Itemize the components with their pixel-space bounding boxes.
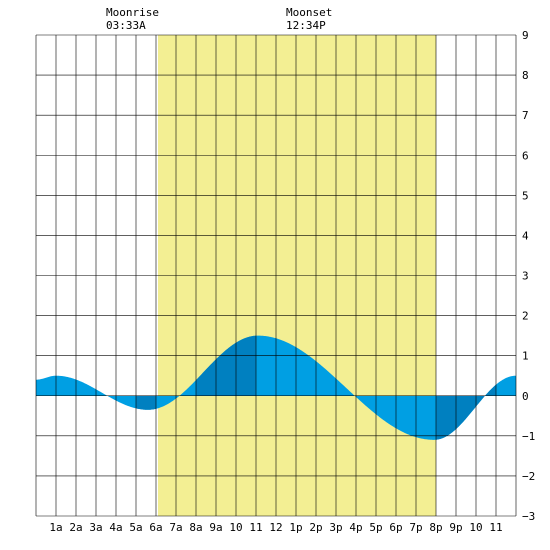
x-tick-label: 11 (249, 521, 262, 534)
tide-area-dark-band (436, 384, 496, 440)
x-tick-label: 9a (209, 521, 222, 534)
y-tick-label: 7 (522, 109, 529, 122)
y-tick-label: 0 (522, 390, 529, 403)
moonset-label: Moonset (286, 6, 332, 19)
x-tick-label: 2p (309, 521, 322, 534)
x-tick-label: 7p (409, 521, 422, 534)
x-tick-label: 5p (369, 521, 382, 534)
tide-area-dark-band (136, 395, 156, 410)
x-tick-label: 4a (109, 521, 122, 534)
moonrise-time: 03:33A (106, 19, 146, 32)
x-tick-label: 4p (349, 521, 362, 534)
y-tick-label: −2 (522, 470, 535, 483)
y-tick-label: 2 (522, 310, 529, 323)
x-tick-label: 6a (149, 521, 162, 534)
y-tick-label: 8 (522, 69, 529, 82)
x-tick-label: 8a (189, 521, 202, 534)
x-tick-label: 6p (389, 521, 402, 534)
x-tick-label: 10 (229, 521, 242, 534)
y-tick-label: 5 (522, 189, 529, 202)
x-tick-label: 10 (469, 521, 482, 534)
y-tick-label: 9 (522, 29, 529, 42)
y-tick-label: −3 (522, 510, 535, 523)
x-tick-label: 1p (289, 521, 302, 534)
tide-area-dark-band (196, 335, 256, 396)
x-tick-label: 7a (169, 521, 182, 534)
y-tick-label: 4 (522, 229, 529, 242)
y-tick-label: −1 (522, 430, 535, 443)
x-tick-label: 8p (429, 521, 442, 534)
x-tick-label: 12 (269, 521, 282, 534)
x-tick-label: 1a (49, 521, 62, 534)
x-tick-label: 3p (329, 521, 342, 534)
x-tick-label: 2a (69, 521, 82, 534)
x-tick-label: 3a (89, 521, 102, 534)
moonrise-label: Moonrise (106, 6, 159, 19)
x-tick-label: 11 (489, 521, 502, 534)
y-tick-label: 6 (522, 149, 529, 162)
y-tick-label: 1 (522, 350, 529, 363)
x-tick-label: 9p (449, 521, 462, 534)
y-tick-label: 3 (522, 270, 529, 283)
x-tick-label: 5a (129, 521, 142, 534)
moonset-time: 12:34P (286, 19, 326, 32)
